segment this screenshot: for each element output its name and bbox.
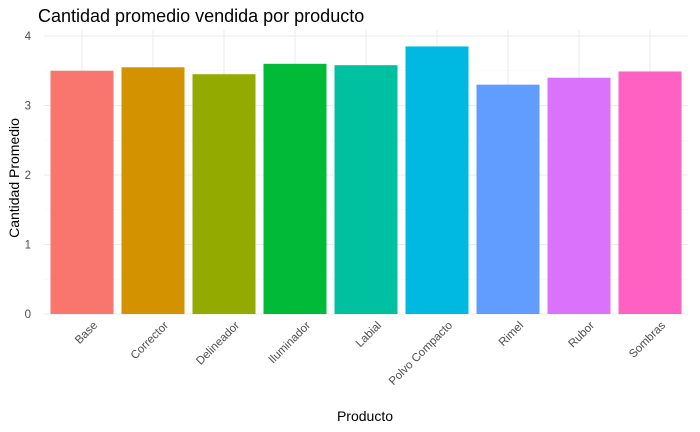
y-axis-ticks: 0 1 2 3 4 [25,31,32,321]
x-axis-title: Producto [337,408,393,424]
x-tick-label: Labial [354,320,384,350]
x-tick-label: Iluminador [267,320,314,367]
bars [50,46,682,315]
bar-rimel [476,84,540,315]
x-tick-label: Rimel [497,320,526,349]
y-tick-label: 1 [25,240,31,252]
chart-title: Cantidad promedio vendida por producto [38,6,364,26]
x-tick-label: Polvo Compacto [387,320,455,388]
bar-labial [334,65,398,314]
x-tick-label: Sombras [627,319,668,360]
x-tick-label: Corrector [129,320,171,362]
bar-corrector [121,67,185,315]
bar-iluminador [263,63,327,314]
bar-polvo-compacto [405,46,469,315]
bar-delineador [192,74,256,314]
y-tick-label: 2 [25,170,31,182]
y-tick-label: 0 [25,309,31,321]
bar-rubor [547,77,611,314]
y-axis-title: Cantidad Promedio [6,118,22,238]
y-tick-label: 4 [25,31,32,43]
x-tick-label: Delineador [194,320,242,368]
y-tick-label: 3 [25,101,31,113]
bar-sombras [618,71,682,314]
x-tick-label: Base [73,320,100,347]
x-axis-ticks: Base Corrector Delineador Iluminador Labial P… [73,319,668,387]
x-tick-label: Rubor [566,320,597,351]
bar-base [50,70,114,314]
